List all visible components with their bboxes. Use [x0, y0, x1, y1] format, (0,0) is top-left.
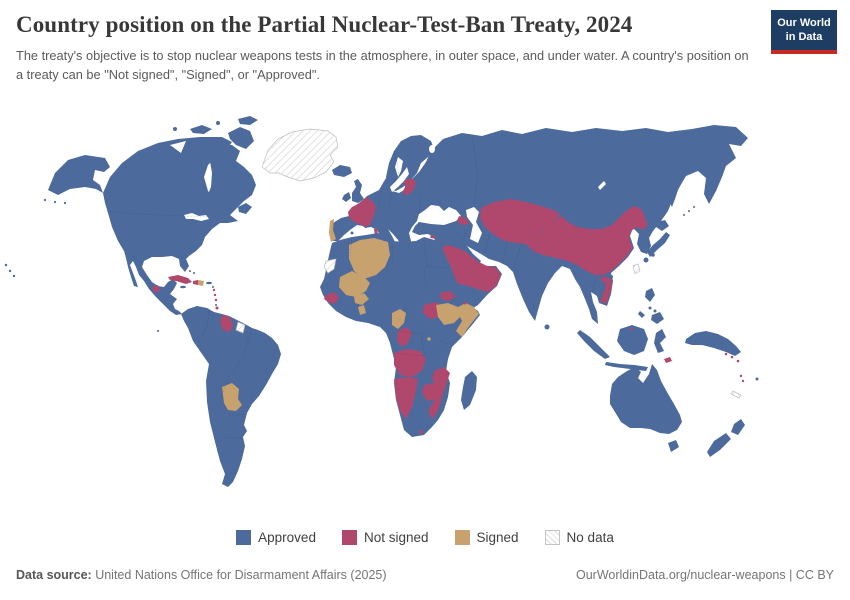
legend-label-approved: Approved: [258, 530, 316, 545]
map-region-namibia[interactable]: [394, 377, 418, 419]
map-region-japan[interactable]: [643, 220, 671, 263]
legend-item-approved[interactable]: Approved: [236, 530, 316, 545]
map-region-china[interactable]: [526, 206, 645, 275]
attribution-link[interactable]: OurWorldinData.org/nuclear-weapons | CC …: [576, 568, 834, 582]
map-region-baltics[interactable]: [402, 178, 416, 195]
map-region-djibouti[interactable]: [463, 301, 467, 305]
chart-footer: Data source: United Nations Office for D…: [16, 568, 834, 582]
map-region-indonesia[interactable]: [577, 325, 666, 371]
map-region-algeria[interactable]: [349, 238, 390, 279]
map-region-hainan[interactable]: [609, 275, 613, 279]
map-region-somalia[interactable]: [456, 303, 479, 337]
legend-swatch-not_signed: [341, 530, 357, 545]
map-region-madagascar[interactable]: [461, 371, 477, 410]
map-region-vietnam[interactable]: [600, 276, 612, 304]
map-region-lesotho[interactable]: [419, 430, 423, 434]
map-region-paraguay[interactable]: [222, 383, 242, 411]
map-region-philippines[interactable]: [638, 288, 664, 324]
map-region-congo[interactable]: [397, 327, 412, 347]
map-region-ghana[interactable]: [358, 305, 366, 315]
map-region-mozambique[interactable]: [428, 367, 450, 419]
map-region-sri-lanka[interactable]: [544, 324, 550, 330]
map-region-fiji[interactable]: [755, 377, 759, 381]
map-region-cuba[interactable]: [168, 275, 192, 284]
owid-logo-line1: Our World: [777, 17, 831, 29]
map-region-guatemala[interactable]: [152, 285, 160, 293]
map-region-france[interactable]: [348, 197, 376, 227]
great-lakes: [184, 213, 209, 221]
map-region-new-guinea[interactable]: [685, 331, 741, 356]
map-region-new-caledonia[interactable]: [730, 390, 742, 399]
map-region-ethiopia[interactable]: [436, 303, 462, 325]
map-region-sakhalin[interactable]: [670, 185, 679, 207]
map-region-burkina-faso[interactable]: [354, 293, 369, 305]
map-region-central-asia[interactable]: [480, 199, 560, 244]
map-region-aleutian-islands[interactable]: [43, 198, 67, 205]
data-source: Data source: United Nations Office for D…: [16, 568, 387, 582]
map-region-french-guiana[interactable]: [235, 321, 246, 334]
map-region-united-kingdom[interactable]: [352, 179, 364, 203]
map-region-caribbean-islands[interactable]: [180, 266, 219, 310]
map-region-timor-leste[interactable]: [664, 357, 672, 363]
map-region-pacific-us-islands[interactable]: [4, 263, 159, 332]
map-region-newfoundland[interactable]: [238, 203, 252, 214]
map-region-western-sahara[interactable]: [323, 258, 337, 274]
world-map-container: [0, 115, 850, 520]
map-region-tasmania[interactable]: [668, 440, 679, 452]
data-source-label: Data source:: [16, 568, 92, 582]
map-region-taiwan[interactable]: [632, 263, 641, 275]
map-region-canadian-arctic[interactable]: [173, 116, 258, 149]
map-region-guinea[interactable]: [324, 292, 339, 304]
legend-item-signed[interactable]: Signed: [454, 530, 519, 545]
legend-swatch-approved: [236, 530, 252, 545]
map-region-pacific-islands-not-signed[interactable]: [724, 352, 745, 383]
map-region-iceland[interactable]: [332, 165, 352, 177]
map-region-cameroon[interactable]: [392, 309, 406, 329]
legend-item-no_data[interactable]: No data: [544, 530, 614, 545]
legend-swatch-no_data: [544, 530, 560, 545]
chart-subtitle: The treaty's objective is to stop nuclea…: [16, 48, 749, 83]
legend-label-not_signed: Not signed: [363, 530, 429, 545]
world-map: [4, 116, 759, 487]
map-region-north-america[interactable]: [103, 137, 256, 315]
map-region-guyana[interactable]: [220, 315, 233, 332]
map-region-north-korea[interactable]: [637, 218, 648, 230]
map-region-ireland[interactable]: [342, 192, 351, 202]
map-region-new-zealand[interactable]: [707, 419, 745, 457]
map-region-kuril-islands[interactable]: [683, 206, 695, 216]
map-region-alaska[interactable]: [48, 155, 110, 195]
map-region-angola[interactable]: [394, 349, 426, 377]
map-region-brunei[interactable]: [629, 327, 633, 331]
country-borders: [106, 134, 597, 439]
map-region-mali[interactable]: [339, 271, 370, 297]
map-region-greenland[interactable]: [261, 128, 339, 182]
legend-item-not_signed[interactable]: Not signed: [341, 530, 429, 545]
map-region-burundi[interactable]: [427, 337, 431, 341]
data-source-value: United Nations Office for Disarmament Af…: [91, 568, 387, 582]
map-region-eritrea[interactable]: [440, 291, 456, 301]
legend-label-no_data: No data: [566, 530, 614, 545]
page-title: Country position on the Partial Nuclear-…: [16, 12, 633, 37]
map-region-australia[interactable]: [610, 364, 682, 434]
legend-swatch-signed: [454, 530, 470, 545]
chart-header: Country position on the Partial Nuclear-…: [16, 12, 766, 84]
map-region-azerbaijan[interactable]: [457, 216, 469, 225]
map-region-dominican-republic[interactable]: [198, 280, 204, 286]
legend-label-signed: Signed: [476, 530, 519, 545]
owid-logo[interactable]: Our World in Data: [771, 10, 837, 54]
map-legend: Approved Not signed Signed No data: [0, 530, 850, 545]
owid-logo-line2: in Data: [785, 31, 823, 44]
map-region-haiti[interactable]: [193, 280, 198, 285]
map-region-portugal[interactable]: [329, 219, 336, 242]
